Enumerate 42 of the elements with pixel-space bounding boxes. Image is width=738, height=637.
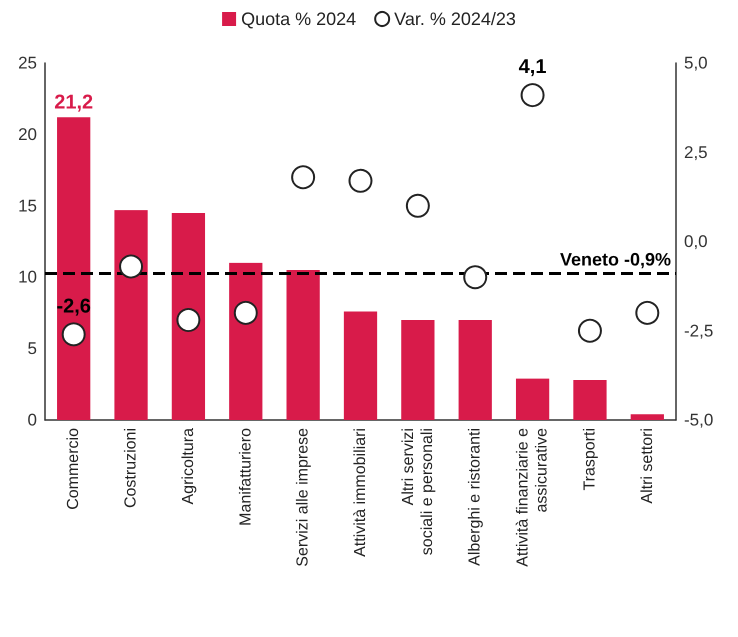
legend-label: Var. % 2024/23: [394, 9, 516, 29]
legend-label: Quota % 2024: [241, 9, 356, 29]
x-tick-label: Agricoltura: [180, 428, 197, 504]
point: [176, 308, 200, 332]
bar: [516, 378, 550, 420]
point: [62, 322, 86, 346]
data-label: 4,1: [518, 56, 546, 78]
y2-tick-label: 2,5: [684, 142, 708, 162]
x-tick-label: Altri servizi sociali e personali: [400, 428, 436, 556]
bar: [573, 380, 607, 420]
y2-tick-label: 5,0: [684, 54, 708, 72]
bar: [401, 320, 434, 420]
x-tick-label: Manifatturiero: [237, 428, 254, 526]
point: [234, 300, 258, 325]
y-tick-label: 0: [28, 410, 37, 430]
x-tick-label: Altri settori: [638, 428, 656, 504]
bar: [114, 210, 148, 420]
x-tick-label: Commercio: [65, 428, 82, 510]
bar: [286, 270, 320, 420]
x-tick-label: Attività immobiliari: [352, 428, 369, 557]
y-tick-label: 25: [18, 54, 37, 72]
ref-line-label: Veneto -0,9%: [560, 250, 671, 270]
y2-tick-label: -5,0: [684, 410, 714, 430]
x-tick-label: Costruzioni: [122, 428, 140, 508]
x-tick-label: Trasporti: [581, 428, 598, 491]
point: [119, 254, 144, 278]
bar: [458, 320, 492, 420]
y-tick-label: 5: [28, 339, 37, 358]
x-tick-label: Servizi alle imprese: [294, 428, 312, 567]
x-tick-label: Attività finanziarie e assicurative: [514, 428, 551, 567]
data-label: 21,2: [54, 91, 94, 114]
data-label: -2,6: [56, 295, 91, 318]
bar: [630, 414, 664, 420]
bar: [344, 311, 378, 420]
x-tick-label: Alberghi e ristoranti: [466, 428, 484, 566]
y2-tick-label: -2,5: [684, 321, 714, 340]
y-tick-label: 15: [18, 196, 37, 216]
bar: [172, 212, 206, 420]
y-tick-label: 10: [18, 268, 37, 287]
y2-tick-label: 0,0: [684, 232, 708, 251]
bar: [57, 117, 90, 420]
y-tick-label: 20: [18, 124, 37, 144]
